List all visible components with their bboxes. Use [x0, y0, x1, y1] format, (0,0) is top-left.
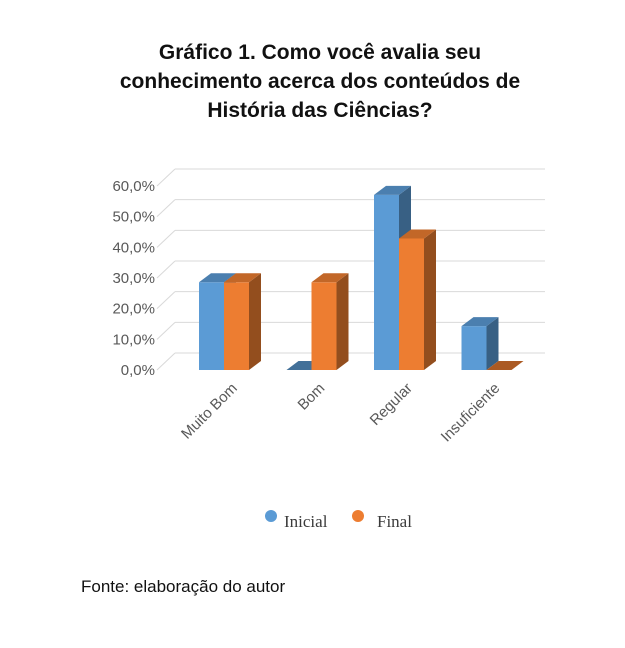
y-tick-label: 50,0%: [112, 209, 155, 226]
x-tick-label: Bom: [294, 380, 328, 414]
y-tick-label: 40,0%: [112, 239, 155, 256]
x-tick-label: Insuficiente: [438, 380, 504, 446]
bars: [199, 185, 524, 370]
bar-chart: 0,0% 10,0% 20,0% 30,0% 40,0% 50,0% 60,0% Muito…: [112, 168, 545, 531]
bar-front: [311, 282, 337, 370]
bar-top: [374, 185, 411, 195]
y-tick-label: 0,0%: [121, 362, 155, 379]
gridline-skew: [156, 260, 176, 279]
gridline-skew: [156, 168, 176, 187]
gridline-skew: [156, 291, 176, 310]
x-tick-label: Muito Bom: [178, 380, 241, 443]
bar-front: [374, 194, 399, 370]
x-tick-label: Regular: [367, 380, 416, 429]
y-tick-label: 60,0%: [112, 178, 155, 195]
gridline-skew: [156, 352, 176, 371]
legend-item: Inicial: [265, 510, 328, 531]
bar-top-zero: [486, 361, 524, 370]
bar-top: [311, 273, 349, 283]
legend-label: Final: [377, 512, 412, 531]
bar-top: [224, 273, 261, 283]
gridline-skew: [156, 229, 176, 248]
legend: Inicial Final: [265, 510, 412, 531]
legend-label: Inicial: [284, 512, 328, 531]
source-note: Fonte: elaboração do autor: [81, 577, 286, 596]
y-tick-label: 30,0%: [112, 270, 155, 287]
bar-top: [461, 317, 499, 327]
legend-item: Final: [352, 510, 412, 531]
y-tick-label: 10,0%: [112, 331, 155, 348]
bar-inicial-insuficiente: [461, 317, 499, 370]
chart-title-line-3: História das Ciências?: [207, 99, 433, 122]
bar-front: [399, 238, 424, 370]
chart-title-line-1: Gráfico 1. Como você avalia seu: [158, 41, 482, 64]
legend-marker: [265, 510, 277, 522]
bar-side: [424, 229, 436, 370]
bar-final-insuficiente: [486, 361, 524, 370]
gridline-skew: [156, 199, 176, 218]
legend-marker: [352, 510, 364, 522]
y-axis-ticks: 0,0% 10,0% 20,0% 30,0% 40,0% 50,0% 60,0%: [112, 178, 155, 379]
bar-final-muito-bom: [224, 273, 261, 370]
chart-title: Gráfico 1. Como você avalia seu conhecim…: [60, 38, 580, 125]
bar-final-bom: [311, 273, 349, 370]
bar-final-regular: [399, 229, 436, 370]
bar-front: [461, 326, 487, 370]
bar-side: [249, 273, 261, 370]
bar-side: [486, 317, 499, 370]
chart-title-line-2: conhecimento acerca dos conteúdos de: [119, 70, 521, 93]
bar-top: [399, 229, 436, 239]
y-tick-label: 20,0%: [112, 301, 155, 318]
bar-front: [199, 282, 224, 370]
bar-front: [224, 282, 249, 370]
bar-top: [199, 273, 236, 283]
bar-side: [336, 273, 349, 370]
x-axis-ticks: Muito Bom Bom Regular Insuficiente: [178, 380, 503, 446]
gridline-skew: [156, 321, 176, 340]
